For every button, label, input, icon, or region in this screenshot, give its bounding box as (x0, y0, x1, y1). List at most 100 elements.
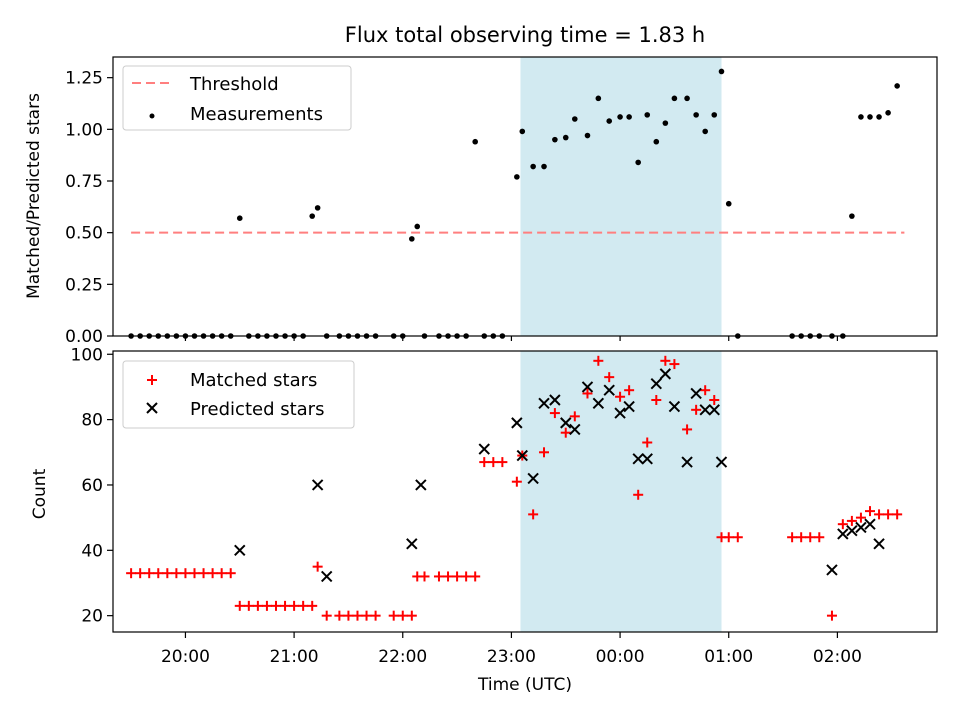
matched-star-point (805, 532, 816, 543)
matched-star-point (162, 568, 173, 579)
bottom-y-tick-label: 20 (81, 607, 103, 627)
matched-star-point (787, 532, 798, 543)
matched-star-point (864, 506, 875, 517)
measurement-point (595, 95, 602, 102)
measurement-point (849, 213, 855, 219)
matched-star-point (189, 568, 200, 579)
top-panel: 0.00 0.25 0.50 0.75 1.00 1.25 Matched/Predict… (24, 56, 938, 347)
matched-stars-points (126, 355, 903, 621)
predicted-star-point (320, 570, 333, 583)
measurement-point (562, 134, 569, 141)
x-tick-label: 21:00 (270, 647, 319, 667)
matched-star-point (370, 610, 381, 621)
measurement-point (858, 114, 864, 120)
bottom-y-tick-label: 40 (81, 541, 103, 561)
matched-star-point (225, 568, 236, 579)
top-y-axis-ticks: 0.00 0.25 0.50 0.75 1.00 1.25 (65, 69, 838, 347)
matched-star-point (528, 509, 539, 520)
matched-star-point (419, 571, 430, 582)
matched-star-point (470, 571, 481, 582)
predicted-stars-points (234, 368, 885, 583)
bottom-x-axis-ticks: 20:00 21:00 22:00 23:00 00:00 01:00 02:00 (161, 632, 862, 667)
matched-star-point (651, 395, 662, 406)
predicted-star-point (708, 404, 720, 416)
matched-star-point (488, 457, 499, 468)
matched-star-point (846, 515, 857, 526)
predicted-star-point (569, 423, 581, 436)
top-y-tick-label: 1.25 (65, 69, 103, 89)
matched-star-point (171, 568, 182, 579)
measurement-point (626, 114, 632, 120)
predicted-star-point (311, 479, 324, 491)
matched-star-point (624, 385, 635, 396)
matched-star-point (892, 509, 903, 520)
predicted-star-point (826, 564, 838, 576)
bottom-y-axis-ticks: 20 40 60 80 100 (71, 345, 113, 627)
predicted-star-point (234, 544, 246, 557)
x-tick-label: 02:00 (813, 647, 862, 667)
bottom-y-axis-label: Count (30, 468, 50, 519)
predicted-star-point (581, 381, 594, 393)
matched-star-point (280, 600, 291, 611)
legend-threshold-label: Threshold (189, 74, 279, 95)
predicted-star-point (837, 528, 849, 540)
top-y-tick-label: 0.25 (65, 275, 103, 295)
matched-star-point (560, 427, 571, 438)
matched-star-point (855, 512, 866, 523)
matched-star-point (682, 424, 693, 435)
matched-star-point (433, 571, 444, 582)
measurement-point (572, 116, 578, 122)
matched-star-point (252, 600, 263, 611)
matched-star-point (796, 532, 807, 543)
measurement-point (711, 112, 718, 118)
matched-star-point (406, 610, 417, 621)
matched-star-point (126, 568, 137, 579)
legend-predicted-label: Predicted stars (190, 399, 324, 420)
matched-star-point (270, 600, 281, 611)
top-shaded-region (520, 57, 722, 336)
measurement-point (684, 95, 690, 102)
measurement-point (653, 138, 660, 145)
x-tick-label: 23:00 (487, 647, 536, 667)
measurement-point (514, 174, 520, 180)
measurement-point (693, 112, 699, 118)
predicted-star-point (650, 377, 663, 390)
predicted-star-point (668, 400, 681, 413)
measurement-point (519, 128, 526, 135)
matched-star-point (352, 610, 363, 621)
measurement-point (702, 128, 708, 135)
predicted-star-point (864, 518, 876, 530)
matched-star-point (307, 600, 318, 611)
matched-star-point (549, 408, 560, 419)
predicted-star-point (478, 443, 490, 455)
predicted-star-point (623, 400, 635, 413)
matched-star-point (397, 610, 408, 621)
predicted-star-point (549, 394, 561, 406)
matched-star-point (207, 568, 218, 579)
measurement-point (530, 163, 536, 170)
matched-star-point (312, 561, 323, 572)
x-tick-label: 22:00 (378, 647, 427, 667)
measurement-point (236, 215, 243, 221)
matched-star-point (388, 610, 399, 621)
matched-star-point (298, 600, 309, 611)
matched-star-point (443, 571, 454, 582)
matched-star-point (615, 391, 626, 402)
matched-star-point (700, 385, 711, 396)
measurement-point (644, 112, 651, 118)
predicted-star-point (873, 538, 885, 550)
predicted-star-point (603, 384, 615, 396)
predicted-star-point (690, 387, 702, 400)
matched-star-point (723, 532, 734, 543)
matched-star-point (874, 509, 885, 520)
matched-star-point (593, 355, 604, 366)
top-y-tick-label: 0.50 (65, 224, 103, 244)
top-y-tick-label: 0.75 (65, 172, 103, 192)
matched-star-point (633, 489, 644, 500)
predicted-star-point (560, 417, 572, 429)
legend-matched-swatch (147, 375, 157, 385)
predicted-star-point (681, 456, 693, 468)
predicted-star-point (632, 453, 644, 465)
matched-star-point (321, 610, 332, 621)
matched-star-point (135, 568, 146, 579)
